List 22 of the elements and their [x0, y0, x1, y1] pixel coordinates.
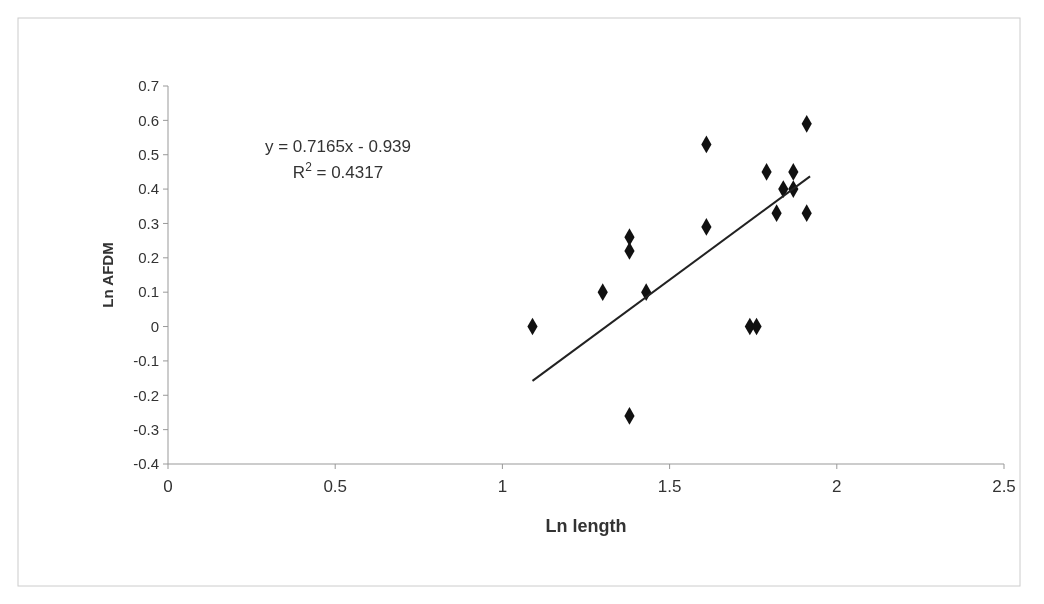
x-tick-label: 0 [163, 477, 173, 496]
y-tick-label: -0.2 [133, 386, 159, 404]
x-axis-title: Ln length [545, 516, 627, 536]
x-tick-label: 1.5 [657, 477, 682, 496]
y-tick-label: -0.1 [133, 352, 159, 370]
x-tick-label: 0.5 [323, 477, 348, 496]
annotation: y = 0.7165x - 0.939 [264, 137, 412, 156]
x-tick-label: 1 [497, 477, 508, 496]
x-tick-label: 2 [832, 477, 842, 496]
y-tick-label: 0.6 [138, 111, 159, 129]
y-tick-label: 0.2 [138, 249, 159, 267]
y-tick-label: 0.7 [138, 77, 159, 95]
y-tick-label: 0.4 [138, 180, 159, 198]
x-tick-label: 2.5 [992, 477, 1016, 496]
y-axis-title: Ln AFDM [99, 242, 116, 308]
y-tick-label: 0.3 [138, 214, 159, 232]
y-tick-label: -0.3 [133, 420, 159, 438]
y-tick-label: -0.4 [133, 455, 159, 473]
annotation: R$^{2}$ = 0.4317 [292, 160, 384, 182]
y-tick-label: 0 [150, 317, 159, 335]
y-tick-label: 0.1 [138, 283, 159, 301]
y-tick-label: 0.5 [138, 145, 159, 163]
